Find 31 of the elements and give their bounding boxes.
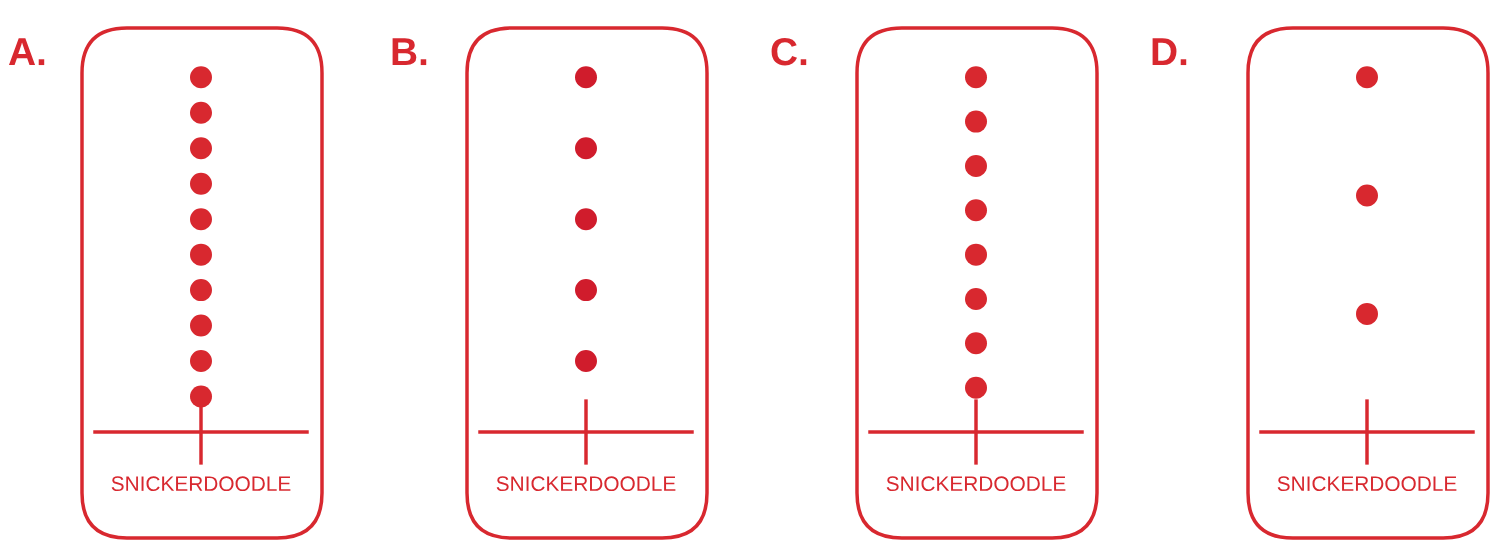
point (190, 66, 212, 89)
point (190, 350, 212, 373)
x-tick-label: SNICKERDOODLE (886, 476, 1066, 492)
point (190, 101, 212, 124)
point (965, 154, 987, 177)
x-tick-label: SNICKERDOODLE (496, 476, 676, 492)
point (965, 199, 987, 222)
x-tick-label: SNICKERDOODLE (111, 476, 291, 492)
point (575, 350, 597, 373)
point (190, 172, 212, 195)
point (190, 137, 212, 160)
point (190, 243, 212, 266)
point (190, 314, 212, 337)
point (965, 376, 987, 399)
point (575, 66, 597, 89)
point (965, 332, 987, 355)
point (965, 66, 987, 89)
chart-title: B. (392, 38, 427, 66)
point (575, 279, 597, 302)
point (965, 110, 987, 133)
chart-title: C. (771, 37, 807, 66)
x-tick-label: SNICKERDOODLE (1277, 476, 1457, 492)
point (190, 279, 212, 302)
point (575, 208, 597, 231)
chart-title: D. (1152, 38, 1187, 66)
point (965, 243, 987, 266)
point (190, 385, 212, 408)
point (190, 208, 212, 231)
chart-title: A. (8, 38, 45, 66)
point (965, 287, 987, 310)
point (575, 137, 597, 160)
